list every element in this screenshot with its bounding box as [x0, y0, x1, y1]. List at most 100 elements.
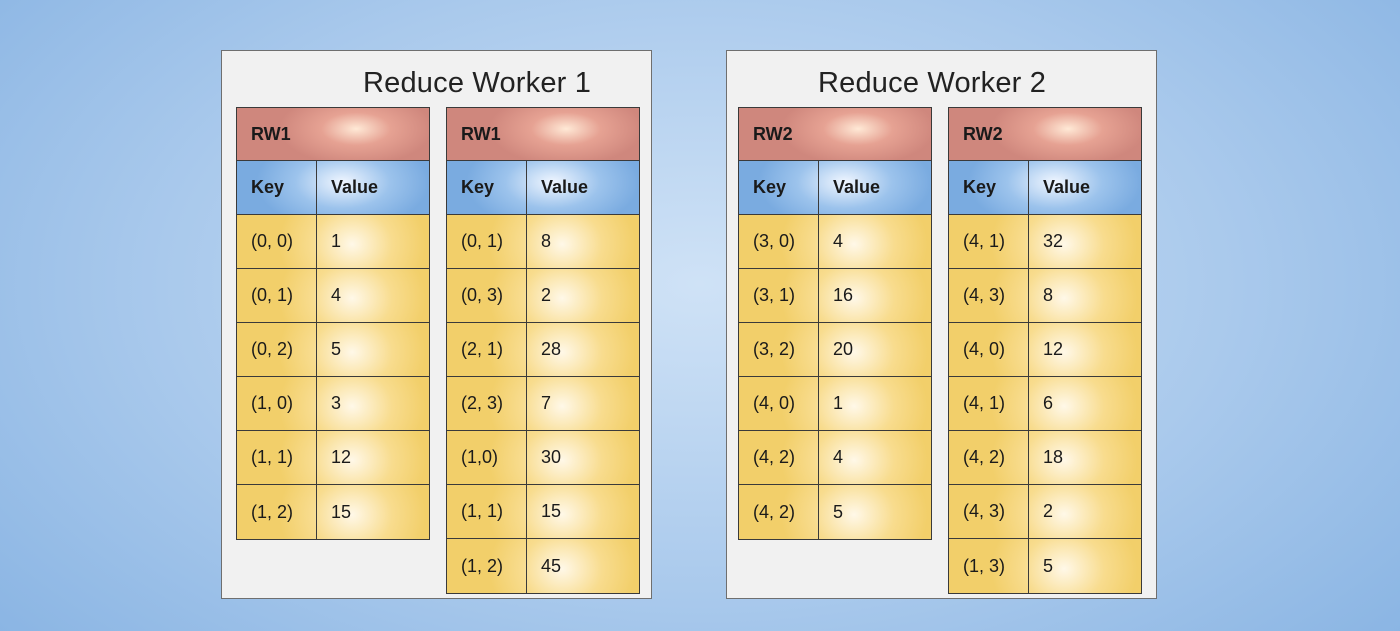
table-row: (4, 0) 12	[949, 323, 1141, 377]
table-header: RW2	[949, 108, 1141, 161]
kv-table: RW2 Key Value (4, 1) 32 (4, 3) 8 (4, 0) …	[948, 107, 1142, 594]
key-cell: (4, 2)	[739, 485, 819, 539]
key-cell: (1, 3)	[949, 539, 1029, 593]
table-row: (1, 2) 45	[447, 539, 639, 593]
key-cell: (4, 0)	[739, 377, 819, 430]
table-row: (4, 0) 1	[739, 377, 931, 431]
column-header-row: Key Value	[447, 161, 639, 215]
key-cell: (4, 2)	[739, 431, 819, 484]
value-cell: 4	[833, 447, 844, 467]
table-row: (1,0) 30	[447, 431, 639, 485]
column-header-row: Key Value	[949, 161, 1141, 215]
table-row: (0, 0) 1	[237, 215, 429, 269]
value-column-label: Value	[1043, 177, 1091, 197]
column-header-row: Key Value	[237, 161, 429, 215]
table-row: (3, 0) 4	[739, 215, 931, 269]
value-cell: 28	[541, 339, 562, 359]
column-header-row: Key Value	[739, 161, 931, 215]
value-cell: 30	[541, 447, 562, 467]
table-row: (0, 3) 2	[447, 269, 639, 323]
value-column-label: Value	[331, 177, 379, 197]
key-cell: (0, 3)	[447, 269, 527, 322]
key-cell: (4, 1)	[949, 377, 1029, 430]
table-row: (2, 3) 7	[447, 377, 639, 431]
key-cell: (0, 2)	[237, 323, 317, 376]
value-cell: 18	[1043, 447, 1064, 467]
value-cell: 16	[833, 285, 854, 305]
key-cell: (3, 2)	[739, 323, 819, 376]
value-cell: 12	[1043, 339, 1064, 359]
table-row: (1, 1) 12	[237, 431, 429, 485]
key-cell: (0, 1)	[447, 215, 527, 268]
value-cell: 1	[833, 393, 844, 413]
table-row: (1, 3) 5	[949, 539, 1141, 593]
key-column-label: Key	[447, 161, 527, 214]
key-cell: (4, 0)	[949, 323, 1029, 376]
value-cell: 7	[541, 393, 552, 413]
key-cell: (1, 1)	[447, 485, 527, 538]
table-row: (1, 2) 15	[237, 485, 429, 539]
table-row: (1, 0) 3	[237, 377, 429, 431]
reduce-worker-2-panel: Reduce Worker 2 RW2 Key Value (3, 0) 4 (…	[726, 50, 1157, 599]
reduce-worker-1-panel: Reduce Worker 1 RW1 Key Value (0, 0) 1 (…	[221, 50, 652, 599]
value-cell: 15	[541, 501, 562, 521]
value-cell: 5	[833, 501, 844, 522]
value-cell: 12	[331, 447, 352, 467]
kv-table: RW1 Key Value (0, 0) 1 (0, 1) 4 (0, 2) 5…	[236, 107, 430, 540]
value-column-label: Value	[833, 177, 881, 197]
key-column-label: Key	[949, 161, 1029, 214]
key-cell: (4, 3)	[949, 269, 1029, 322]
value-cell: 5	[1043, 555, 1054, 576]
kv-table: RW2 Key Value (3, 0) 4 (3, 1) 16 (3, 2) …	[738, 107, 932, 540]
table-row: (0, 1) 8	[447, 215, 639, 269]
value-cell: 1	[331, 231, 342, 251]
value-cell: 2	[541, 285, 552, 305]
key-cell: (1, 0)	[237, 377, 317, 430]
table-row: (1, 1) 15	[447, 485, 639, 539]
value-cell: 5	[331, 339, 342, 359]
value-cell: 4	[331, 285, 342, 305]
table-row: (4, 3) 2	[949, 485, 1141, 539]
key-cell: (1,0)	[447, 431, 527, 484]
table-header: RW2	[739, 108, 931, 161]
key-cell: (1, 2)	[237, 485, 317, 539]
table-row: (4, 3) 8	[949, 269, 1141, 323]
value-cell: 8	[1043, 285, 1054, 305]
table-row: (0, 2) 5	[237, 323, 429, 377]
table-row: (4, 2) 18	[949, 431, 1141, 485]
panel-title: Reduce Worker 2	[818, 67, 1047, 99]
panel-title: Reduce Worker 1	[363, 67, 592, 99]
value-cell: 4	[833, 231, 844, 251]
table-row: (3, 1) 16	[739, 269, 931, 323]
table-row: (4, 1) 32	[949, 215, 1141, 269]
key-column-label: Key	[739, 161, 819, 214]
kv-table: RW1 Key Value (0, 1) 8 (0, 3) 2 (2, 1) 2…	[446, 107, 640, 594]
table-row: (0, 1) 4	[237, 269, 429, 323]
table-header: RW1	[237, 108, 429, 161]
table-row: (4, 2) 5	[739, 485, 931, 539]
table-row: (4, 1) 6	[949, 377, 1141, 431]
key-cell: (4, 2)	[949, 431, 1029, 484]
value-cell: 3	[331, 393, 342, 413]
key-cell: (3, 1)	[739, 269, 819, 322]
key-cell: (4, 3)	[949, 485, 1029, 538]
key-cell: (1, 2)	[447, 539, 527, 593]
key-column-label: Key	[237, 161, 317, 214]
table-row: (4, 2) 4	[739, 431, 931, 485]
value-cell: 6	[1043, 393, 1054, 413]
key-cell: (0, 1)	[237, 269, 317, 322]
key-cell: (0, 0)	[237, 215, 317, 268]
key-cell: (3, 0)	[739, 215, 819, 268]
value-cell: 20	[833, 339, 854, 359]
key-cell: (2, 1)	[447, 323, 527, 376]
value-cell: 2	[1043, 501, 1054, 521]
key-cell: (4, 1)	[949, 215, 1029, 268]
value-cell: 8	[541, 231, 552, 251]
value-cell: 15	[331, 501, 352, 522]
table-row: (3, 2) 20	[739, 323, 931, 377]
value-cell: 32	[1043, 231, 1064, 251]
table-header: RW1	[447, 108, 639, 161]
value-cell: 45	[541, 555, 562, 576]
key-cell: (2, 3)	[447, 377, 527, 430]
key-cell: (1, 1)	[237, 431, 317, 484]
